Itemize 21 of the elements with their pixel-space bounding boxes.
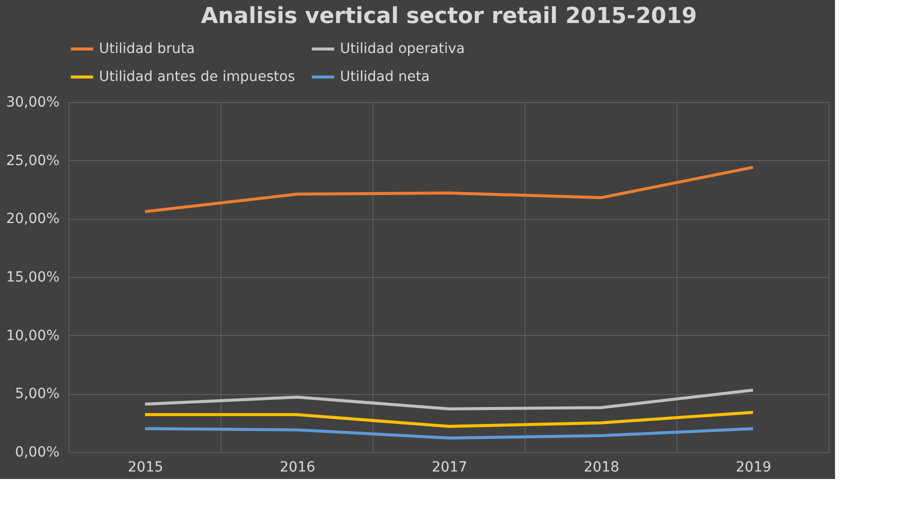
line-series bbox=[144, 410, 754, 428]
line-series bbox=[144, 388, 754, 410]
y-tick-label: 15,00% bbox=[6, 270, 60, 286]
x-tick-label: 2017 bbox=[432, 460, 468, 476]
y-tick-label: 20,00% bbox=[6, 211, 60, 228]
x-tick-label: 2016 bbox=[280, 460, 316, 476]
y-tick-label: 10,00% bbox=[6, 328, 60, 344]
y-tick-label: 0,00% bbox=[15, 444, 60, 460]
line-series bbox=[144, 427, 754, 440]
y-tick-label: 25,00% bbox=[6, 152, 60, 169]
x-tick-label: 2018 bbox=[584, 460, 620, 476]
legend-label: Utilidad neta bbox=[340, 69, 430, 85]
legend-label: Utilidad bruta bbox=[99, 41, 195, 57]
x-tick-label: 2019 bbox=[736, 460, 772, 476]
chart-title: Analisis vertical sector retail 2015-2019 bbox=[201, 4, 697, 29]
y-tick-label: 5,00% bbox=[15, 386, 60, 402]
legend-label: Utilidad antes de impuestos bbox=[99, 69, 295, 85]
legend-label: Utilidad operativa bbox=[340, 41, 465, 57]
line-series bbox=[144, 166, 754, 214]
x-tick-label: 2015 bbox=[128, 460, 164, 476]
y-tick-label: 30,00% bbox=[6, 94, 60, 110]
